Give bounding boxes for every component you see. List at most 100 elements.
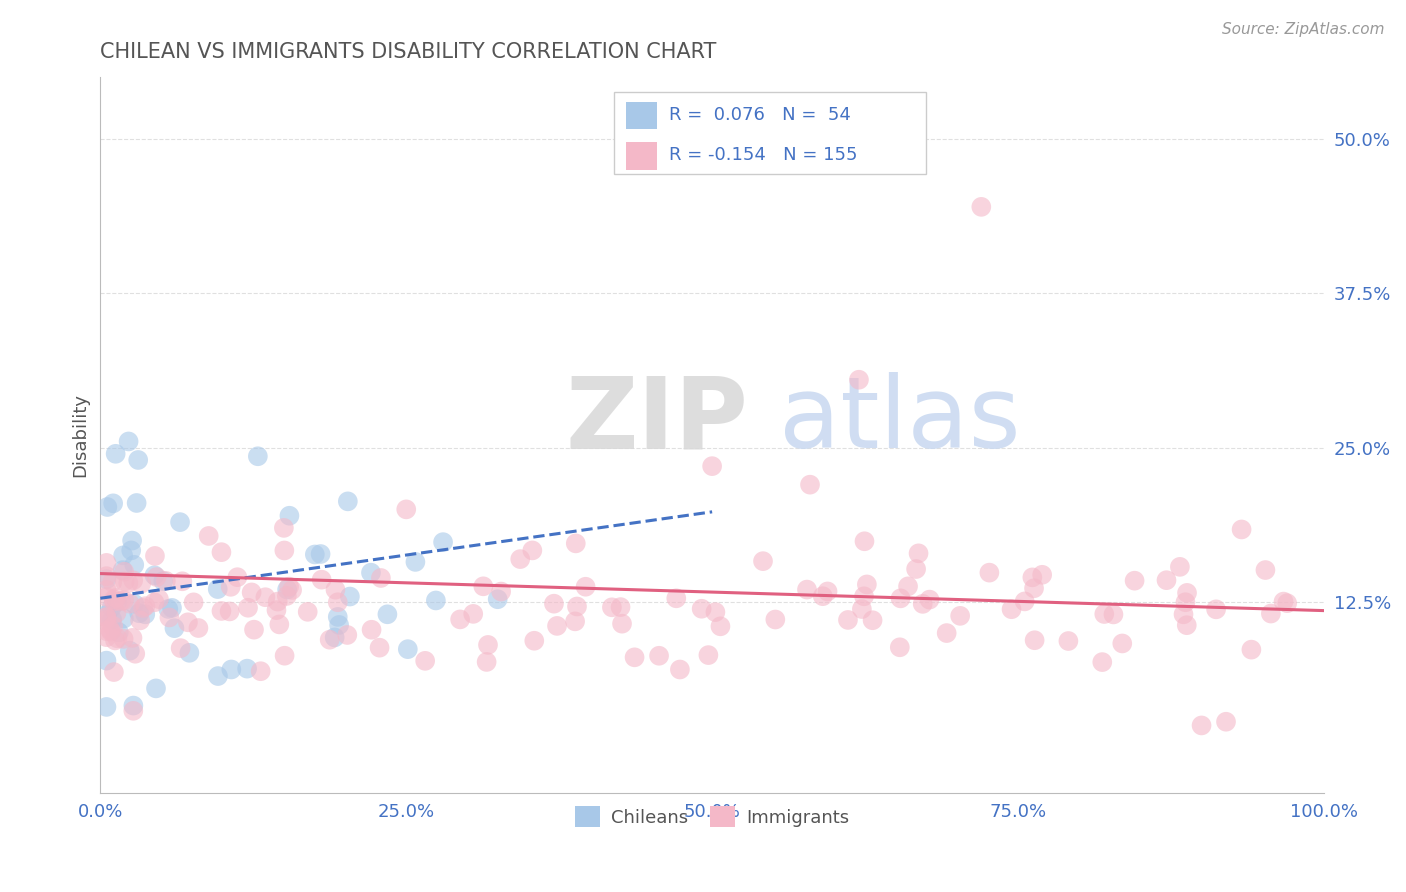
Point: [318, 632, 340, 647]
Point: [1191, 718, 1213, 732]
Point: [112, 549, 135, 563]
Point: [96, 607, 118, 622]
Point: [105, 632, 128, 646]
Point: [96, 630, 118, 644]
Point: [177, 615, 200, 630]
Point: [278, 580, 301, 594]
Point: [546, 619, 568, 633]
Point: [124, 647, 146, 661]
Point: [1111, 636, 1133, 650]
Point: [609, 600, 631, 615]
Point: [273, 543, 295, 558]
Point: [763, 613, 786, 627]
Point: [911, 597, 934, 611]
Point: [477, 638, 499, 652]
Point: [100, 600, 122, 615]
Point: [163, 621, 186, 635]
Point: [96, 609, 118, 624]
Point: [134, 599, 156, 614]
Point: [848, 373, 870, 387]
Point: [103, 594, 125, 608]
Text: ZIP: ZIP: [565, 373, 748, 469]
Point: [1240, 642, 1263, 657]
Point: [104, 447, 127, 461]
Point: [273, 648, 295, 663]
Point: [112, 632, 135, 646]
Point: [125, 496, 148, 510]
Point: [132, 601, 155, 615]
Point: [648, 648, 671, 663]
Point: [326, 610, 349, 624]
Point: [105, 595, 128, 609]
Point: [543, 597, 565, 611]
Point: [1057, 634, 1080, 648]
Point: [323, 631, 346, 645]
Point: [128, 606, 150, 620]
Point: [122, 558, 145, 572]
Point: [219, 580, 242, 594]
Point: [107, 625, 129, 640]
Point: [104, 633, 127, 648]
Point: [837, 613, 859, 627]
Point: [160, 600, 183, 615]
Point: [404, 555, 426, 569]
Point: [96, 556, 118, 570]
Point: [509, 552, 531, 566]
Point: [360, 566, 382, 580]
Point: [472, 579, 495, 593]
Point: [122, 574, 145, 588]
Point: [236, 662, 259, 676]
Point: [269, 617, 291, 632]
Point: [148, 592, 170, 607]
Point: [246, 450, 269, 464]
Point: [254, 591, 277, 605]
Point: [134, 607, 156, 622]
Point: [118, 644, 141, 658]
Point: [1254, 563, 1277, 577]
Point: [105, 606, 128, 620]
Point: [122, 704, 145, 718]
Point: [623, 650, 645, 665]
Point: [209, 545, 232, 559]
Point: [112, 565, 135, 579]
Point: [889, 640, 911, 655]
Point: [610, 616, 633, 631]
Point: [700, 459, 723, 474]
Point: [157, 610, 180, 624]
Point: [1031, 567, 1053, 582]
Point: [1205, 602, 1227, 616]
Point: [851, 602, 873, 616]
Point: [1168, 559, 1191, 574]
Point: [117, 434, 139, 449]
Legend: Chileans, Immigrants: Chileans, Immigrants: [568, 799, 856, 834]
Point: [96, 590, 118, 604]
Point: [425, 593, 447, 607]
Point: [96, 569, 118, 583]
Point: [96, 700, 118, 714]
Point: [129, 614, 152, 628]
Text: Source: ZipAtlas.com: Source: ZipAtlas.com: [1222, 22, 1385, 37]
Point: [169, 515, 191, 529]
Point: [103, 592, 125, 607]
Point: [309, 547, 332, 561]
Point: [853, 589, 876, 603]
Point: [918, 592, 941, 607]
Point: [297, 605, 319, 619]
Point: [243, 623, 266, 637]
Point: [665, 591, 688, 606]
Point: [395, 502, 418, 516]
Point: [1022, 581, 1045, 595]
Point: [124, 597, 146, 611]
Point: [1173, 607, 1195, 622]
Point: [377, 607, 399, 622]
Point: [1000, 602, 1022, 616]
Point: [799, 477, 821, 491]
Point: [96, 500, 118, 514]
Point: [811, 589, 834, 603]
Point: [145, 570, 167, 584]
Point: [522, 543, 544, 558]
Text: R = -0.154   N = 155: R = -0.154 N = 155: [669, 146, 858, 164]
Point: [1215, 714, 1237, 729]
Point: [143, 568, 166, 582]
Point: [129, 576, 152, 591]
